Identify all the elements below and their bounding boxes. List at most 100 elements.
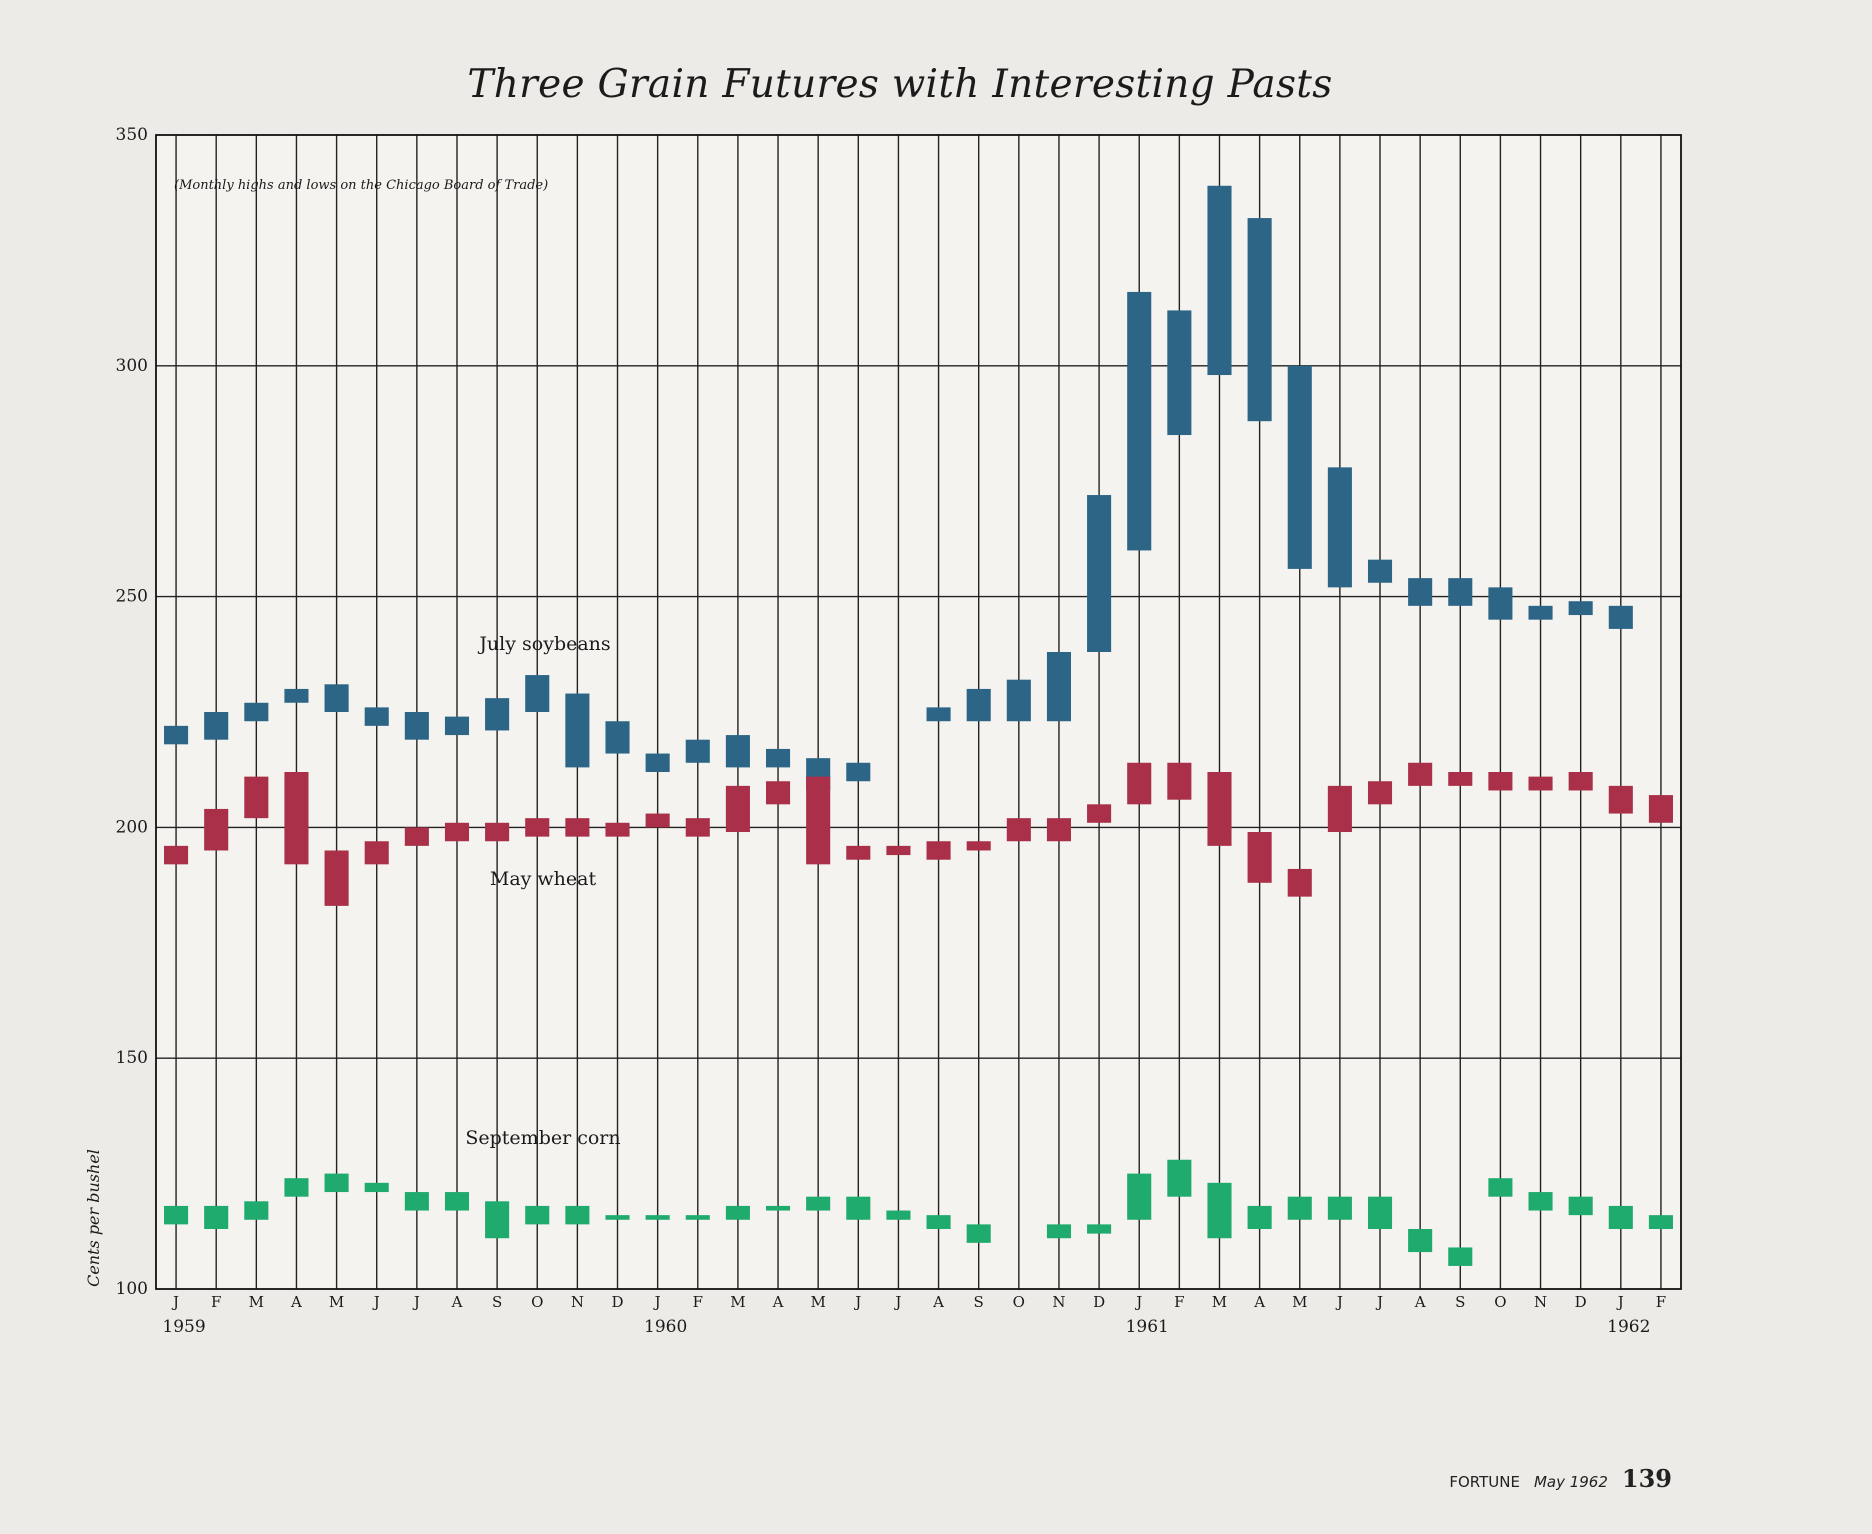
range-bar: [806, 1196, 831, 1211]
range-bar: [444, 822, 470, 842]
range-bar: [1648, 795, 1673, 823]
range-bar: [1127, 291, 1152, 551]
x-tick-label: S: [974, 1293, 984, 1311]
range-bar: [284, 1178, 309, 1197]
range-bar: [1207, 1182, 1232, 1239]
range-bar: [204, 712, 229, 740]
range-bar: [806, 776, 831, 865]
range-bar: [404, 1192, 429, 1211]
range-bar: [1367, 559, 1393, 583]
range-bar: [1608, 1205, 1633, 1229]
range-bar: [1127, 762, 1152, 805]
x-tick-label: A: [932, 1293, 944, 1311]
x-tick-label: A: [772, 1293, 784, 1311]
x-tick-label: M: [730, 1293, 745, 1311]
range-bar: [1367, 781, 1393, 805]
x-tick-label: D: [611, 1293, 623, 1311]
range-bar: [1488, 1178, 1513, 1197]
range-bar: [645, 813, 670, 828]
y-tick-label: 300: [116, 356, 148, 376]
range-bar: [1568, 772, 1593, 791]
range-bar: [1046, 1224, 1071, 1239]
range-bar: [1488, 587, 1513, 620]
range-bar: [565, 818, 590, 837]
footer-issue: May 1962: [1533, 1473, 1608, 1491]
range-bar: [1287, 1196, 1312, 1220]
x-tick-label: A: [1414, 1293, 1426, 1311]
range-bar: [1367, 1196, 1393, 1229]
x-tick-label: D: [1575, 1293, 1587, 1311]
x-tick-label: O: [531, 1293, 543, 1311]
range-bar: [244, 702, 269, 722]
page-number: 139: [1621, 1464, 1672, 1493]
range-bar: [605, 1215, 630, 1220]
y-tick-label: 350: [116, 125, 148, 145]
range-bar: [1608, 785, 1633, 814]
range-bar: [1167, 310, 1192, 436]
x-tick-label: F: [1174, 1293, 1184, 1311]
range-bar: [364, 707, 389, 726]
range-bar: [1287, 868, 1312, 897]
range-bar: [766, 1205, 791, 1211]
range-bar: [1207, 185, 1232, 376]
range-bar: [525, 675, 550, 712]
range-bar: [725, 1205, 750, 1220]
range-bar: [164, 725, 189, 745]
y-tick-label: 250: [116, 587, 148, 607]
range-bar: [1528, 605, 1553, 620]
range-bar: [725, 735, 750, 768]
x-tick-label: A: [1253, 1293, 1265, 1311]
range-bar: [324, 684, 349, 712]
range-bar: [1207, 772, 1232, 846]
range-bar: [1167, 762, 1192, 800]
range-bar: [1247, 832, 1272, 883]
range-bar: [565, 693, 590, 768]
range-bar: [1528, 776, 1553, 791]
year-label: 1960: [644, 1317, 687, 1337]
range-bar: [324, 1173, 349, 1193]
range-bar: [926, 707, 951, 722]
x-tick-label: M: [810, 1293, 825, 1311]
year-label: 1961: [1126, 1317, 1169, 1337]
x-tick-label: F: [693, 1293, 703, 1311]
range-bar: [1408, 1228, 1433, 1253]
series-label-wheat: May wheat: [490, 868, 597, 890]
range-bar: [1448, 1247, 1473, 1266]
range-bar: [1087, 804, 1112, 823]
range-bar: [766, 781, 791, 805]
x-tick-label: J: [893, 1293, 901, 1311]
series-september-corn: [164, 1159, 1673, 1266]
range-bar: [1087, 1224, 1112, 1234]
x-tick-label: M: [329, 1293, 344, 1311]
x-tick-label: J: [853, 1293, 861, 1311]
range-bar: [966, 688, 991, 722]
range-bar: [164, 1205, 189, 1225]
year-label: 1962: [1607, 1317, 1650, 1337]
series-july-soybeans: [164, 185, 1633, 791]
x-tick-label: J: [372, 1293, 380, 1311]
range-bar: [1608, 605, 1633, 629]
range-bar: [1327, 467, 1352, 588]
range-bar: [1488, 772, 1513, 791]
x-tick-label: J: [653, 1293, 661, 1311]
x-tick-label: N: [571, 1293, 584, 1311]
x-tick-label: O: [1494, 1293, 1506, 1311]
range-bar: [886, 1210, 911, 1220]
range-bar: [444, 1192, 470, 1211]
range-bar: [565, 1205, 590, 1225]
range-bar: [404, 827, 429, 846]
chart-subtitle: (Monthly highs and lows on the Chicago B…: [174, 178, 548, 193]
series-label-corn: September corn: [465, 1127, 620, 1149]
x-tick-label: F: [1656, 1293, 1666, 1311]
x-tick-label: O: [1013, 1293, 1025, 1311]
range-bar: [966, 1224, 991, 1243]
range-bar: [364, 841, 389, 865]
x-tick-label: M: [1212, 1293, 1227, 1311]
x-tick-label: A: [290, 1293, 302, 1311]
range-bar: [1127, 1173, 1152, 1220]
x-tick-label: F: [211, 1293, 221, 1311]
range-bar: [725, 785, 750, 833]
range-bar: [766, 748, 791, 768]
x-tick-label: S: [492, 1293, 502, 1311]
